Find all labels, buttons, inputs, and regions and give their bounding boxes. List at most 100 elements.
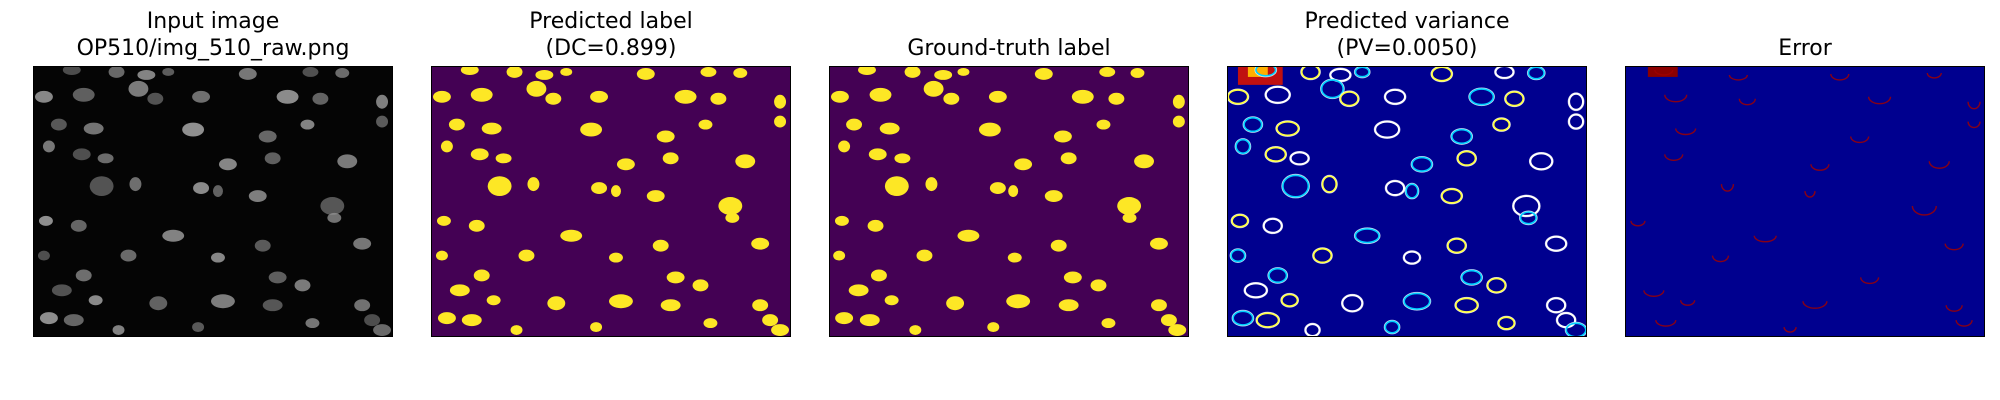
predicted-label-image <box>431 66 791 337</box>
error-arc <box>1675 128 1697 136</box>
label-blob <box>660 299 681 312</box>
title-line-1: Ground-truth label <box>907 36 1111 61</box>
error-arc <box>1643 290 1665 297</box>
label-blob <box>481 122 502 135</box>
nucleus-blob <box>51 284 72 297</box>
label-blob <box>934 69 953 80</box>
label-blob <box>957 229 980 242</box>
nucleus-blob <box>112 325 125 336</box>
variance-ring <box>1300 67 1321 80</box>
nucleus-blob <box>264 152 281 165</box>
variance-ring <box>1384 88 1407 105</box>
nucleus-blob <box>162 67 175 76</box>
nucleus-blob <box>211 252 225 263</box>
variance-ring <box>1384 320 1401 335</box>
label-blob <box>848 284 869 297</box>
nucleus-blob <box>192 322 205 333</box>
label-blob <box>884 295 899 306</box>
nucleus-blob <box>258 130 277 143</box>
nucleus-blob <box>262 299 283 312</box>
panel-input-image: Input image OP510/img_510_raw.png <box>33 0 393 400</box>
title-line-2: OP510/img_510_raw.png <box>76 36 350 61</box>
input-image <box>33 66 393 337</box>
label-blob <box>656 130 675 143</box>
label-blob <box>867 219 884 232</box>
variance-ring <box>1405 183 1419 200</box>
label-blob <box>834 215 849 226</box>
nucleus-blob <box>39 312 58 325</box>
error-arc <box>1654 69 1674 76</box>
label-blob <box>1108 92 1125 105</box>
nucleus-blob <box>354 299 371 312</box>
label-blob <box>1168 324 1187 336</box>
label-blob <box>1096 119 1111 130</box>
label-blob <box>432 90 451 103</box>
label-blob <box>560 67 573 76</box>
nucleus-blob <box>213 185 223 198</box>
variance-ring <box>1341 294 1364 313</box>
label-blob <box>609 252 623 263</box>
nucleus-blob <box>128 80 149 97</box>
label-blob <box>506 67 523 78</box>
nucleus-blob <box>97 153 114 164</box>
label-blob <box>1071 89 1094 104</box>
variance-ring <box>1354 67 1371 78</box>
label-blob <box>590 322 603 333</box>
label-blob <box>703 318 718 329</box>
title-line-1: Error <box>1778 36 1832 61</box>
label-blob <box>1122 212 1137 223</box>
label-blob <box>752 299 769 312</box>
variance-ring <box>1456 150 1477 167</box>
nucleus-blob <box>300 119 315 130</box>
panel-title: Error <box>1625 35 1985 62</box>
label-blob <box>1050 239 1067 252</box>
error-arc <box>1804 191 1816 198</box>
variance-ring <box>1354 227 1381 244</box>
error-arc <box>1928 161 1950 169</box>
error-arc <box>1802 301 1828 309</box>
variance-ring <box>1242 116 1263 133</box>
panel-title: Input image OP510/img_510_raw.png <box>33 8 393 62</box>
variance-ring <box>1281 174 1310 199</box>
nucleus-blob <box>337 154 358 169</box>
label-blob <box>460 67 479 75</box>
label-blob <box>609 294 633 309</box>
label-blob <box>735 154 756 169</box>
label-blob <box>1006 294 1031 309</box>
variance-ring <box>1229 248 1246 263</box>
label-blob <box>646 190 665 202</box>
label-blob <box>987 322 1000 333</box>
variance-ring <box>1403 292 1431 311</box>
ground-truth-label-image <box>829 66 1189 337</box>
label-blob <box>616 158 635 171</box>
label-blob <box>510 325 523 336</box>
variance-ring <box>1267 267 1288 284</box>
label-blob <box>710 92 727 105</box>
label-blob <box>1160 314 1177 327</box>
label-blob <box>835 312 854 325</box>
variance-ring <box>1492 117 1511 132</box>
label-blob <box>774 94 787 109</box>
label-blob <box>590 90 609 103</box>
label-blob <box>1014 158 1033 171</box>
label-blob <box>1034 67 1053 80</box>
nucleus-blob <box>72 148 91 161</box>
title-line-1: Predicted label <box>529 9 693 34</box>
nucleus-blob <box>276 89 299 104</box>
error-arc <box>1967 121 1981 129</box>
title-line-1: Predicted variance <box>1304 9 1510 34</box>
nucleus-blob <box>38 215 53 226</box>
panel-predicted-variance: Predicted variance (PV=0.0050) <box>1227 0 1587 400</box>
variance-ring <box>1504 90 1525 107</box>
error-arc <box>1679 300 1696 306</box>
nucleus-blob <box>149 296 168 311</box>
nucleus-blob <box>89 176 114 197</box>
variance-ring <box>1254 67 1277 77</box>
nucleus-blob <box>137 69 156 80</box>
variance-ring <box>1450 128 1473 145</box>
variance-ring <box>1230 213 1249 228</box>
label-blob <box>1172 94 1185 109</box>
label-blob <box>674 89 697 104</box>
error-arc <box>1967 101 1981 110</box>
label-blob <box>652 239 669 252</box>
